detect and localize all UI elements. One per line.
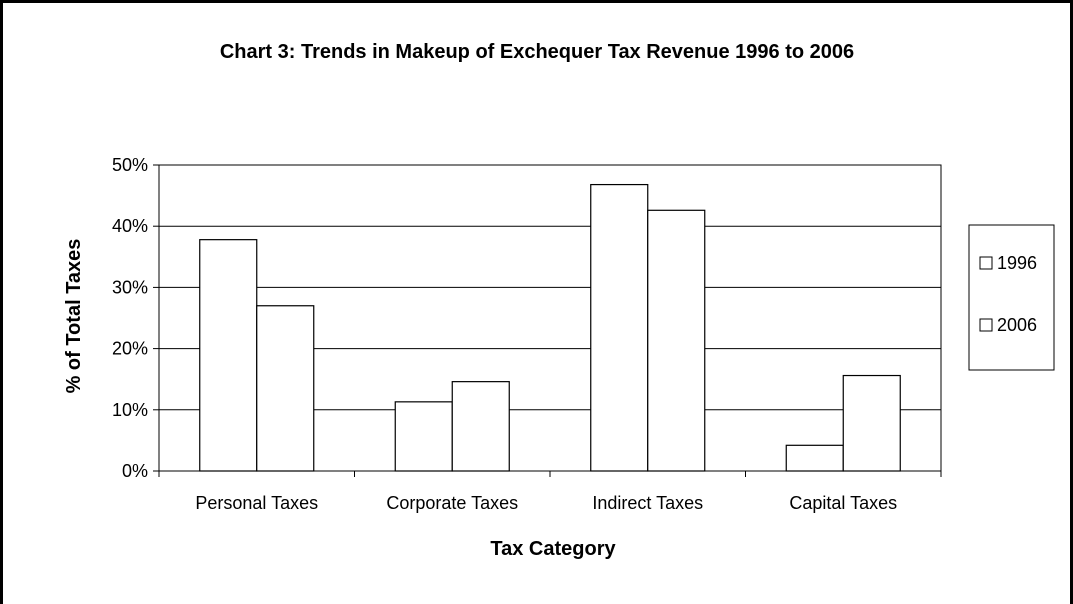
legend-swatch-2006: [979, 318, 993, 332]
bar-2006-personal-taxes: [256, 305, 315, 472]
legend: 1996 2006: [968, 224, 1055, 371]
y-tick-label: 40%: [112, 216, 148, 236]
bar-2006-corporate-taxes: [451, 381, 510, 472]
legend-label-2006: 2006: [997, 315, 1037, 335]
x-tick-label: Personal Taxes: [195, 493, 318, 513]
bars: [199, 183, 901, 472]
y-tick-label: 0%: [122, 461, 148, 481]
bar-1996-corporate-taxes: [394, 401, 453, 472]
bar-2006-indirect-taxes: [647, 209, 706, 472]
chart-title: Chart 3: Trends in Makeup of Exchequer T…: [220, 41, 854, 63]
y-tick-label: 50%: [112, 155, 148, 175]
x-axis-label: Tax Category: [490, 538, 616, 560]
x-axis-ticks: Personal Taxes Corporate Taxes Indirect Ta…: [158, 471, 942, 513]
bar-1996-capital-taxes: [785, 444, 844, 472]
y-tick-label: 10%: [112, 400, 148, 420]
legend-label-1996: 1996: [997, 253, 1037, 273]
legend-swatch-1996: [979, 256, 993, 270]
bar-1996-indirect-taxes: [590, 183, 649, 472]
x-tick-label: Capital Taxes: [789, 493, 897, 513]
x-tick-label: Corporate Taxes: [386, 493, 518, 513]
x-tick-label: Indirect Taxes: [592, 493, 703, 513]
legend-box: [968, 224, 1055, 371]
y-tick-label: 30%: [112, 277, 148, 297]
y-axis-label: % of Total Taxes: [63, 239, 85, 394]
bar-2006-capital-taxes: [842, 374, 901, 472]
y-axis-ticks: 0% 10% 20% 30% 40% 50%: [112, 155, 159, 481]
bar-1996-personal-taxes: [199, 239, 258, 472]
y-tick-label: 20%: [112, 339, 148, 359]
